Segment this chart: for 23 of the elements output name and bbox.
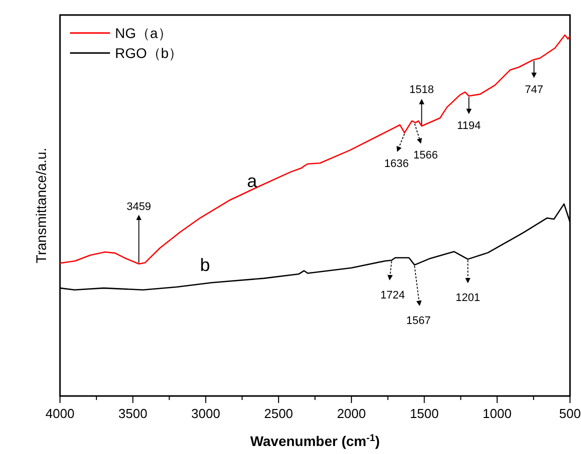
- x-axis-title: Wavenumber (cm$^{-1}$): [250, 432, 380, 449]
- x-tick-label: 1500: [410, 406, 439, 421]
- x-tick-label: 3500: [118, 406, 148, 421]
- annotation: a: [246, 171, 258, 191]
- annotation: b: [200, 255, 210, 275]
- annotation: 1566: [413, 150, 438, 162]
- annotation: 1201: [456, 292, 480, 304]
- x-tick-label: 3000: [191, 406, 220, 421]
- annotation: 3459: [126, 200, 152, 213]
- x-tick-label: 500: [559, 406, 581, 421]
- annotation: 747: [524, 84, 544, 96]
- legend-label: NG（a）: [115, 25, 172, 41]
- y-axis-title: Transmittance/a.u.: [33, 148, 49, 264]
- x-tick-label: 1000: [482, 406, 512, 421]
- x-tick-label: 2000: [336, 406, 366, 421]
- annotation: 1724: [380, 289, 405, 302]
- annotation: 1636: [384, 158, 409, 170]
- x-tick-label: 4000: [46, 406, 74, 421]
- annotation: 1518: [409, 84, 434, 96]
- legend-label: RGO（b）: [115, 45, 183, 61]
- annotation: 1567: [406, 314, 431, 327]
- x-tick-label: 2500: [264, 406, 294, 421]
- annotation: 1194: [457, 120, 481, 132]
